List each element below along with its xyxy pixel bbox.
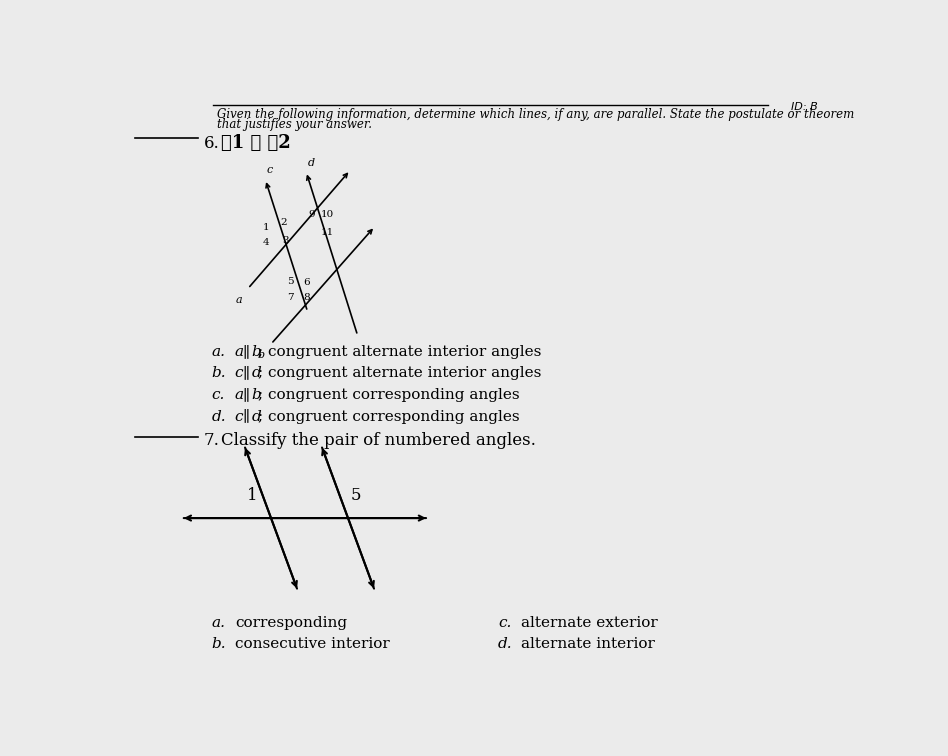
Text: ∥: ∥ bbox=[243, 367, 249, 380]
Text: d.: d. bbox=[498, 637, 513, 652]
Text: 7.: 7. bbox=[204, 432, 220, 449]
Text: ID: B: ID: B bbox=[791, 101, 817, 111]
Text: 4: 4 bbox=[263, 238, 269, 246]
Text: ; congruent alternate interior angles: ; congruent alternate interior angles bbox=[258, 367, 541, 380]
Text: ℑ1 ≅ ℒ2: ℑ1 ≅ ℒ2 bbox=[221, 134, 291, 152]
Text: ∥: ∥ bbox=[243, 345, 249, 359]
Text: consecutive interior: consecutive interior bbox=[235, 637, 390, 652]
Text: a.: a. bbox=[211, 345, 226, 359]
Text: alternate interior: alternate interior bbox=[521, 637, 655, 652]
Text: a: a bbox=[235, 388, 244, 402]
Text: 6.: 6. bbox=[204, 135, 220, 152]
Text: 2: 2 bbox=[281, 218, 287, 227]
Text: 5: 5 bbox=[287, 277, 294, 286]
Text: a.: a. bbox=[211, 616, 226, 630]
Text: that justifies your answer.: that justifies your answer. bbox=[217, 119, 373, 132]
Text: d: d bbox=[252, 367, 262, 380]
Text: c: c bbox=[266, 166, 273, 175]
Text: 10: 10 bbox=[321, 210, 335, 219]
Text: ; congruent alternate interior angles: ; congruent alternate interior angles bbox=[258, 345, 541, 359]
Text: b: b bbox=[252, 388, 262, 402]
Text: 3: 3 bbox=[282, 236, 288, 245]
Text: Given the following information, determine which lines, if any, are parallel. St: Given the following information, determi… bbox=[217, 107, 854, 121]
Text: 5: 5 bbox=[351, 487, 361, 504]
Text: corresponding: corresponding bbox=[235, 616, 347, 630]
Text: ; congruent corresponding angles: ; congruent corresponding angles bbox=[258, 410, 520, 423]
Text: c: c bbox=[235, 410, 244, 423]
Text: 1: 1 bbox=[246, 487, 257, 504]
Text: ∥: ∥ bbox=[243, 388, 249, 402]
Text: ; congruent corresponding angles: ; congruent corresponding angles bbox=[258, 388, 520, 402]
Text: alternate exterior: alternate exterior bbox=[521, 616, 658, 630]
Text: a: a bbox=[235, 295, 242, 305]
Text: b.: b. bbox=[211, 367, 227, 380]
Text: a: a bbox=[235, 345, 244, 359]
Text: b: b bbox=[258, 350, 264, 360]
Text: d: d bbox=[252, 410, 262, 423]
Text: d: d bbox=[307, 158, 315, 168]
Text: c.: c. bbox=[211, 388, 225, 402]
Text: b: b bbox=[252, 345, 262, 359]
Text: 1: 1 bbox=[263, 222, 269, 231]
Text: 6: 6 bbox=[303, 278, 310, 287]
Text: c.: c. bbox=[498, 616, 512, 630]
Text: 8: 8 bbox=[303, 293, 310, 302]
Text: 11: 11 bbox=[321, 228, 335, 237]
Text: 7: 7 bbox=[287, 293, 294, 302]
Text: c: c bbox=[235, 367, 244, 380]
Text: 9: 9 bbox=[308, 210, 315, 219]
Text: b.: b. bbox=[211, 637, 227, 652]
Text: d.: d. bbox=[211, 410, 227, 423]
Text: Classify the pair of numbered angles.: Classify the pair of numbered angles. bbox=[221, 432, 536, 449]
Text: ∥: ∥ bbox=[243, 410, 249, 423]
